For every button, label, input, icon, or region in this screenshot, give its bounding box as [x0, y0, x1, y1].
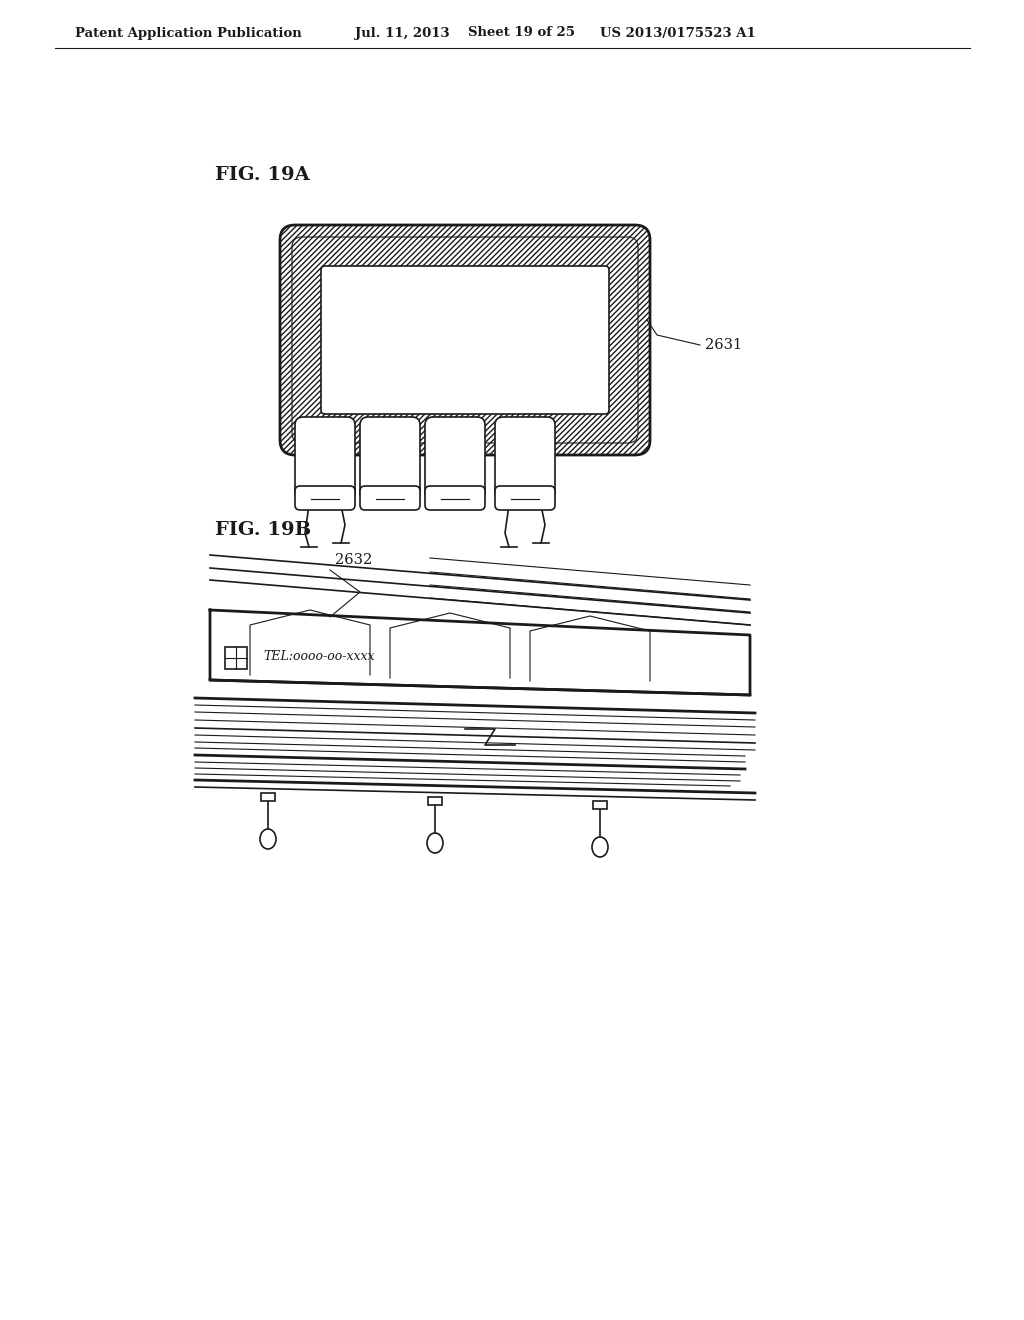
FancyBboxPatch shape: [280, 224, 650, 455]
Text: 2632: 2632: [335, 553, 373, 568]
Ellipse shape: [260, 829, 276, 849]
FancyBboxPatch shape: [321, 267, 609, 414]
FancyBboxPatch shape: [495, 417, 555, 502]
Text: Jul. 11, 2013: Jul. 11, 2013: [355, 26, 450, 40]
Bar: [261, 793, 275, 801]
Bar: [593, 801, 607, 809]
Text: FIG. 19B: FIG. 19B: [215, 521, 311, 539]
FancyBboxPatch shape: [495, 486, 555, 510]
Ellipse shape: [592, 837, 608, 857]
FancyBboxPatch shape: [425, 417, 485, 502]
Bar: [428, 797, 442, 805]
FancyBboxPatch shape: [360, 417, 420, 502]
FancyBboxPatch shape: [295, 417, 355, 502]
Text: 2631: 2631: [705, 338, 742, 352]
Text: Patent Application Publication: Patent Application Publication: [75, 26, 302, 40]
Text: US 2013/0175523 A1: US 2013/0175523 A1: [600, 26, 756, 40]
Bar: [225, 647, 247, 669]
Text: Sheet 19 of 25: Sheet 19 of 25: [468, 26, 575, 40]
Ellipse shape: [427, 833, 443, 853]
Text: TEL:oooo-oo-xxxx: TEL:oooo-oo-xxxx: [263, 651, 375, 664]
FancyBboxPatch shape: [425, 486, 485, 510]
Text: FIG. 19A: FIG. 19A: [215, 166, 309, 183]
Polygon shape: [210, 610, 750, 696]
FancyBboxPatch shape: [360, 486, 420, 510]
FancyBboxPatch shape: [295, 486, 355, 510]
